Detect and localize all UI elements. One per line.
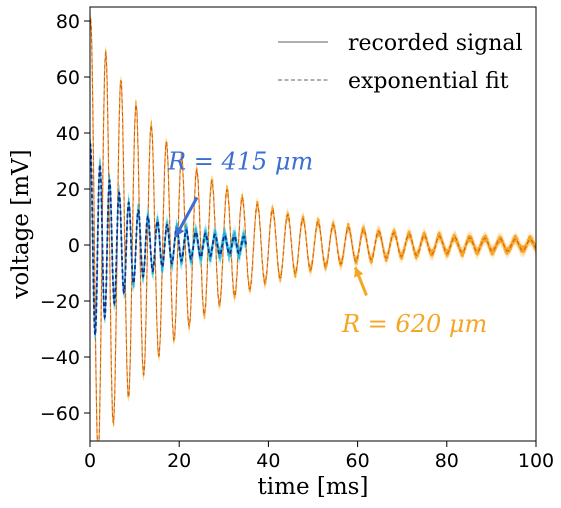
x-axis: 0 20 40 60 80 100 [84, 441, 554, 472]
y-axis-label: voltage [mV] [8, 149, 34, 299]
y-axis: −60 −40 −20 0 20 40 60 80 [40, 11, 90, 425]
series-layer [90, 12, 536, 441]
series-r415-recorded-line [90, 139, 247, 337]
x-axis-label: time [ms] [258, 474, 369, 500]
y-tick-label: 0 [68, 235, 80, 257]
annotation-label: R = 415 μm [167, 147, 313, 175]
y-tick-label: 60 [56, 67, 80, 89]
x-tick-label: 100 [518, 450, 554, 472]
annotations: R = 415 μm R = 620 μm [167, 147, 487, 337]
y-tick-label: −40 [40, 347, 80, 369]
x-tick-label: 80 [435, 450, 459, 472]
x-tick-label: 60 [346, 450, 370, 472]
y-tick-label: −20 [40, 291, 80, 313]
y-tick-label: 20 [56, 179, 80, 201]
series-r620-exponential-fit [90, 18, 536, 441]
y-tick-label: 40 [56, 123, 80, 145]
x-tick-label: 0 [84, 450, 96, 472]
annotation-label: R = 620 μm [341, 310, 487, 338]
series-r415-exponential-fit [90, 143, 247, 336]
y-tick-label: −60 [40, 403, 80, 425]
y-tick-label: 80 [56, 11, 80, 33]
legend: recorded signal exponential fit [278, 31, 523, 94]
x-tick-label: 20 [167, 450, 191, 472]
annotation-arrow-head [354, 267, 364, 278]
annotation-arrow-head [175, 226, 185, 237]
x-tick-label: 40 [256, 450, 280, 472]
legend-label-fit: exponential fit [348, 69, 509, 94]
plot-frame [89, 6, 537, 442]
legend-label-recorded: recorded signal [348, 31, 523, 56]
